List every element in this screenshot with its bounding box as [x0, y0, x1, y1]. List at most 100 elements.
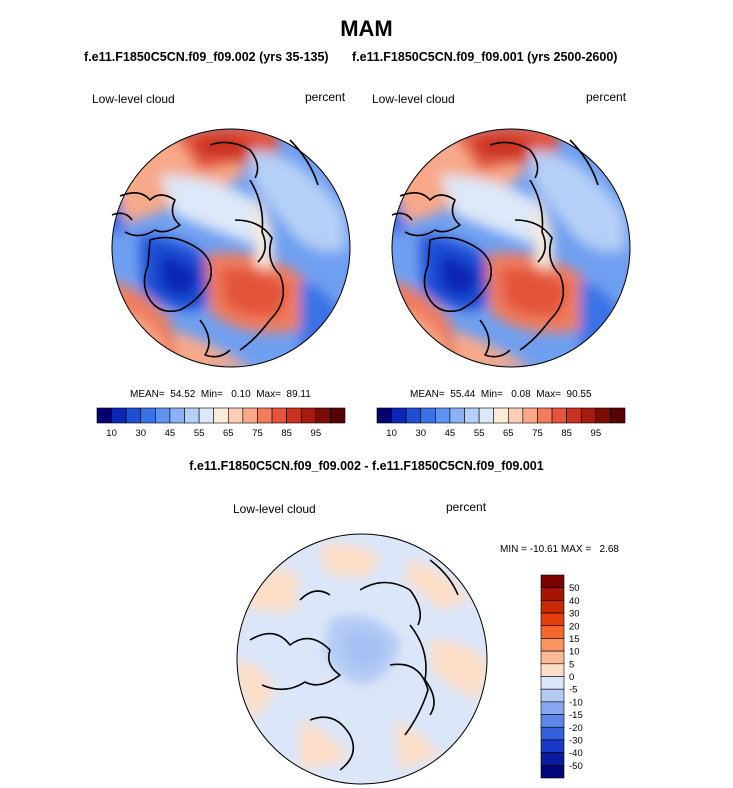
diff-max-value: 2.68 [599, 544, 619, 555]
left-cloud-field [112, 129, 350, 367]
right-colorbar-box [537, 407, 553, 424]
left-mean-value: 54.52 [170, 389, 196, 400]
diff-colorbar-tick-label: 20 [569, 621, 580, 632]
right-colorbar-box [435, 407, 451, 424]
diff-colorbar-tick-label: -15 [569, 710, 583, 721]
left-coastlines [111, 139, 319, 358]
diff-colorbar-box [540, 587, 565, 601]
diff-colorbar-tick-label: -40 [569, 748, 583, 759]
diff-colorbar-box [540, 650, 565, 665]
right-colorbar-box [522, 407, 538, 424]
diff-colorbar-tick-label: -10 [569, 697, 583, 708]
right-colorbar-tick-label: 10 [386, 428, 397, 439]
right-coastlines [391, 139, 599, 358]
left-variable-label: Low-level cloud [92, 92, 175, 106]
diff-colorbar-box [540, 688, 565, 703]
left-colorbar-box [242, 407, 258, 424]
left-min-value: 0.10 [231, 389, 251, 400]
difference-title: f.e11.F1850C5CN.f09_f09.002 - f.e11.F185… [189, 459, 544, 473]
left-colorbar-tick-label: 45 [165, 428, 176, 439]
diff-stats: MIN = -10.61 MAX = 2.68 [500, 544, 619, 555]
right-stats: MEAN= 55.44 Min= 0.08 Max= 90.55 [410, 389, 592, 400]
diff-colorbar-box [540, 714, 565, 728]
right-colorbar-box [566, 407, 582, 424]
diff-colorbar-tick-label: 30 [569, 609, 580, 620]
left-colorbar-tick-label: 30 [135, 428, 146, 439]
right-colorbar-box [420, 407, 436, 424]
right-colorbar-tick-label: 95 [591, 428, 602, 439]
right-colorbar-box [580, 407, 597, 424]
left-colorbar-tick-label: 10 [106, 428, 117, 439]
left-colorbar-box [184, 407, 200, 424]
right-case-title: f.e11.F1850C5CN.f09_f09.001 (yrs 2500-26… [352, 50, 618, 64]
right-units-label: percent [586, 90, 627, 104]
left-colorbar-tick-label: 95 [311, 428, 322, 439]
left-colorbar-tick-label: 65 [223, 428, 234, 439]
right-colorbar-box [493, 407, 509, 424]
right-colorbar-box [478, 407, 495, 424]
left-colorbar-box [198, 407, 215, 424]
diff-colorbar-box [540, 676, 565, 690]
right-colorbar-tick-label: 55 [474, 428, 485, 439]
diff-units-label: percent [446, 500, 487, 514]
right-colorbar-box [376, 407, 392, 424]
diff-max-label: MAX = [560, 544, 592, 555]
right-map [391, 128, 631, 368]
left-colorbar-box [140, 407, 156, 424]
diff-colorbar-box [540, 574, 565, 588]
diff-colorbar-box [540, 612, 565, 627]
left-colorbar-box [155, 407, 171, 424]
left-case-title: f.e11.F1850C5CN.f09_f09.002 (yrs 35-135) [84, 50, 329, 64]
right-max-value: 90.55 [566, 389, 592, 400]
right-colorbar-box [507, 407, 524, 424]
left-colorbar-box [271, 407, 287, 424]
left-max-value: 89.11 [286, 389, 311, 400]
left-colorbar-tick-label: 55 [194, 428, 205, 439]
right-colorbar-box [464, 407, 480, 424]
diff-colorbar-tick-label: -50 [569, 761, 583, 772]
left-colorbar-box [96, 407, 112, 424]
left-colorbar-box [315, 407, 331, 424]
diff-min-value: -10.61 [529, 544, 559, 555]
right-colorbar-box [391, 407, 407, 424]
diff-colorbar-box [540, 701, 565, 715]
left-min-label: Min= [200, 389, 223, 400]
left-colorbar-box [111, 407, 127, 424]
left-colorbar-box [227, 407, 244, 424]
right-colorbar-box [595, 407, 611, 424]
diff-colorbar-box [540, 726, 565, 741]
diff-colorbar-box [540, 663, 565, 677]
right-colorbar-tick-label: 45 [445, 428, 456, 439]
right-colorbar-tick-label: 75 [532, 428, 543, 439]
right-max-label: Max= [536, 389, 561, 400]
diff-cloud-field [237, 534, 487, 784]
right-map-border [391, 128, 631, 368]
right-colorbar-box [551, 407, 567, 424]
left-colorbar-box [169, 407, 185, 424]
diff-min-label: MIN = [500, 544, 527, 555]
right-min-value: 0.08 [511, 389, 531, 400]
diff-colorbar-box [540, 752, 565, 766]
right-colorbar-box [405, 407, 422, 424]
right-mean-value: 55.44 [450, 389, 476, 400]
diff-colorbar-box [540, 765, 565, 779]
left-colorbar-box [125, 407, 142, 424]
diff-colorbar-box [540, 739, 565, 753]
left-map-border [111, 128, 351, 368]
left-colorbar-box [300, 407, 317, 424]
left-colorbar-tick-label: 75 [252, 428, 263, 439]
diff-colorbar-box [540, 638, 565, 652]
diff-colorbar-tick-label: 0 [569, 672, 574, 683]
diff-variable-label: Low-level cloud [233, 502, 316, 516]
difference-map [236, 533, 488, 785]
diff-colorbar-tick-label: 5 [569, 659, 574, 670]
left-colorbar-box [257, 407, 273, 424]
diff-colorbar-tick-label: 50 [569, 583, 580, 594]
right-colorbar-box [449, 407, 465, 424]
diff-colorbar-tick-label: 40 [569, 596, 580, 607]
diff-colorbar-tick-label: 15 [569, 634, 580, 645]
diff-coastlines [249, 559, 459, 771]
left-map [111, 128, 351, 368]
diff-colorbar-tick-label: -5 [569, 685, 577, 696]
